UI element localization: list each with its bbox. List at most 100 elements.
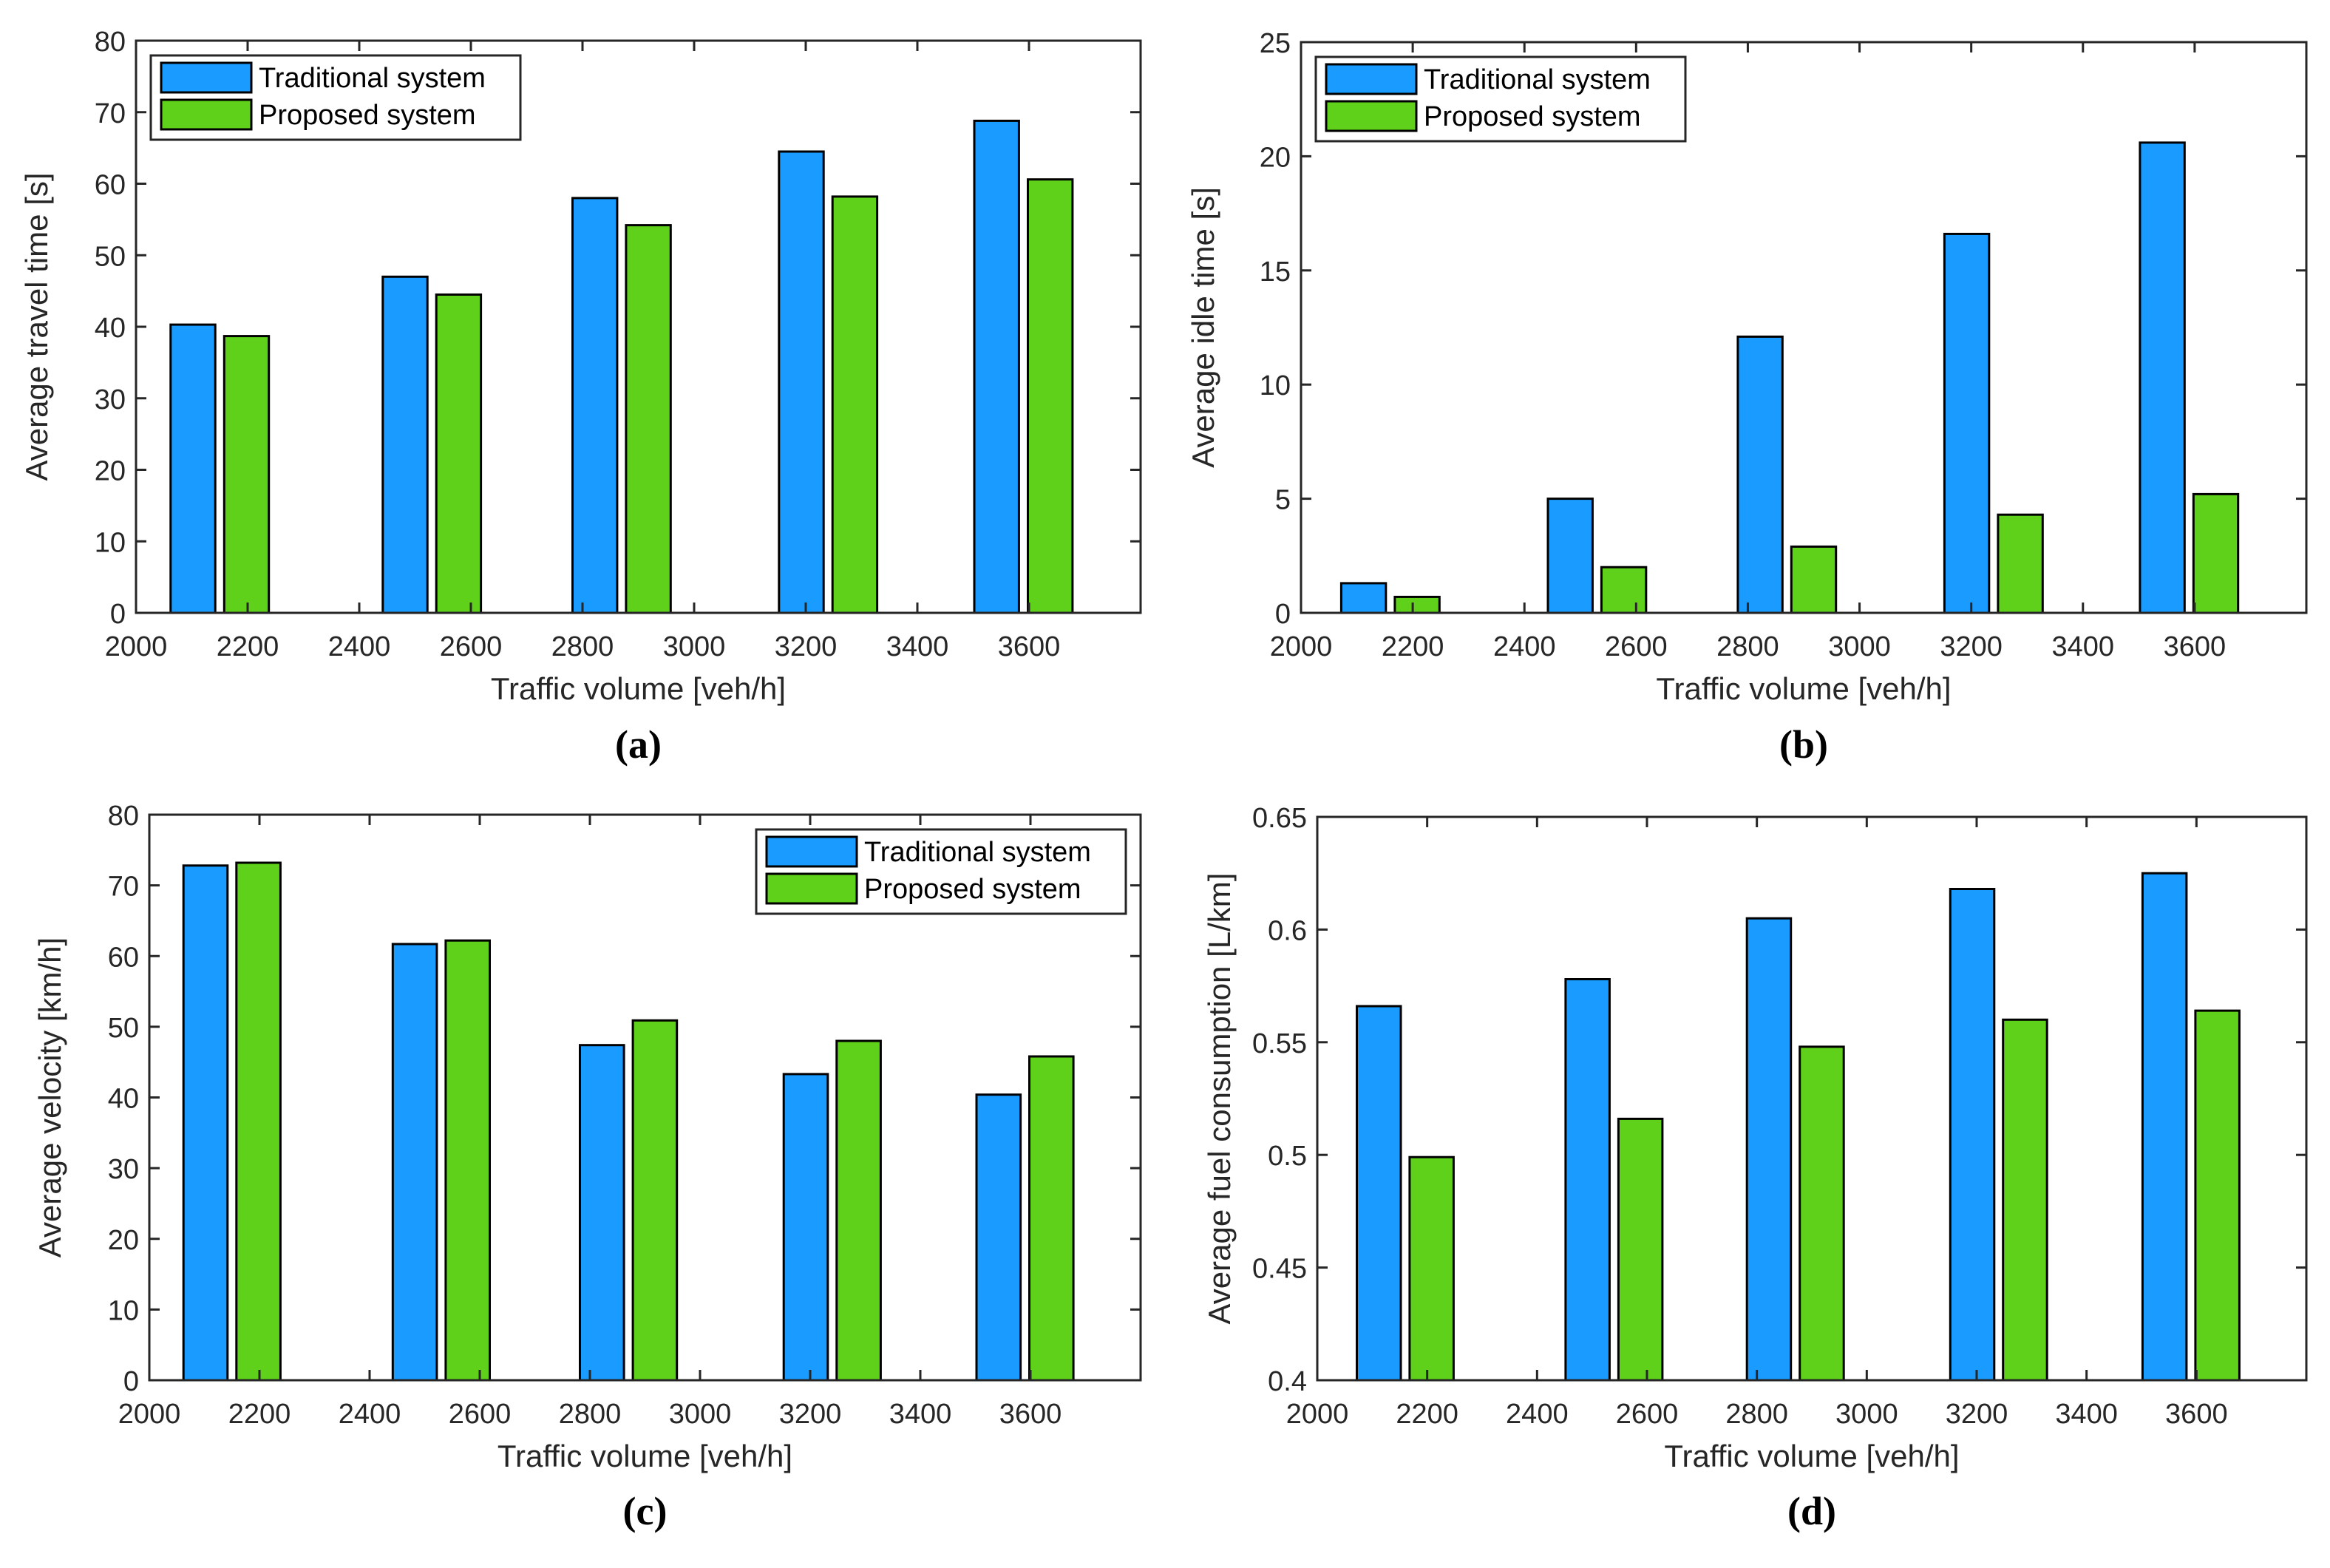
legend-label-a-0: Traditional system xyxy=(259,63,486,94)
xtick-label-c-5: 3000 xyxy=(669,1399,732,1430)
bar-c-traditional-1 xyxy=(391,943,438,1382)
bar-b-traditional-4 xyxy=(2139,141,2186,614)
bar-c-proposed-3 xyxy=(835,1039,882,1382)
legend-label-c-0: Traditional system xyxy=(864,837,1091,868)
legend-a: Traditional system Proposed system xyxy=(149,54,522,141)
xtick-label-d-3: 2600 xyxy=(1616,1399,1679,1430)
legend-c: Traditional system Proposed system xyxy=(755,828,1127,915)
bar-a-traditional-3 xyxy=(778,150,825,614)
bar-c-proposed-0 xyxy=(235,861,282,1382)
x-axis-label-d: Traffic volume [veh/h] xyxy=(1664,1439,1959,1473)
xtick-label-d-2: 2400 xyxy=(1506,1399,1569,1430)
xtick-label-a-4: 2800 xyxy=(551,631,614,662)
y-axis-label-b: Average idle time [s] xyxy=(1186,187,1220,468)
ytick-label-c-7: 70 xyxy=(108,872,139,903)
chart-b: 0 5 10 15 20 25 2000 2200 2400 2600 2800 3000 3200 34… xyxy=(1186,28,2308,767)
ytick-label-c-0: 0 xyxy=(123,1366,139,1397)
ytick-label-c-3: 30 xyxy=(108,1154,139,1185)
xtick-label-c-3: 2600 xyxy=(449,1399,512,1430)
bar-d-traditional-1 xyxy=(1564,978,1611,1382)
x-axis-label-b: Traffic volume [veh/h] xyxy=(1656,671,1951,706)
bar-b-traditional-1 xyxy=(1546,498,1594,614)
bar-a-proposed-1 xyxy=(435,293,483,614)
ytick-label-d-2: 0.5 xyxy=(1268,1141,1307,1172)
bar-c-proposed-4 xyxy=(1028,1055,1075,1382)
xtick-label-d-7: 3400 xyxy=(2055,1399,2118,1430)
bar-a-traditional-0 xyxy=(169,323,217,614)
bar-c-proposed-1 xyxy=(444,939,492,1382)
ytick-label-b-3: 15 xyxy=(1260,257,1291,288)
xtick-label-a-3: 2600 xyxy=(440,631,503,662)
bar-a-proposed-0 xyxy=(223,335,271,614)
bar-b-proposed-1 xyxy=(1600,566,1648,614)
legend-swatch-c-1 xyxy=(765,872,858,905)
bar-a-proposed-4 xyxy=(1027,178,1074,614)
bar-c-traditional-2 xyxy=(579,1044,625,1382)
bar-b-proposed-2 xyxy=(1790,545,1838,614)
legend-b: Traditional system Proposed system xyxy=(1314,55,1687,143)
xtick-label-a-5: 3000 xyxy=(663,631,726,662)
ytick-label-d-0: 0.4 xyxy=(1268,1366,1307,1397)
legend-swatch-a-0 xyxy=(160,61,253,94)
bar-d-proposed-1 xyxy=(1617,1117,1664,1382)
bar-c-proposed-2 xyxy=(631,1019,679,1382)
bar-a-proposed-2 xyxy=(625,224,672,614)
bar-a-traditional-4 xyxy=(973,119,1020,614)
ytick-label-b-5: 25 xyxy=(1260,28,1291,59)
bar-a-traditional-1 xyxy=(381,275,429,614)
y-axis-label-c: Average velocity [km/h] xyxy=(33,937,67,1258)
legend-swatch-c-0 xyxy=(765,835,858,868)
xtick-label-b-7: 3400 xyxy=(2052,631,2115,662)
caption-a: (a) xyxy=(615,722,662,767)
xtick-label-d-0: 2000 xyxy=(1286,1399,1349,1430)
legend-label-b-0: Traditional system xyxy=(1424,64,1651,95)
xtick-label-a-8: 3600 xyxy=(998,631,1061,662)
ytick-label-a-6: 60 xyxy=(95,170,126,201)
xtick-label-a-2: 2400 xyxy=(328,631,391,662)
ytick-label-a-5: 50 xyxy=(95,241,126,272)
bar-c-traditional-0 xyxy=(182,864,229,1382)
ytick-label-c-5: 50 xyxy=(108,1013,139,1044)
bar-b-traditional-3 xyxy=(1943,232,1991,614)
ytick-label-c-8: 80 xyxy=(108,801,139,832)
plot-frame-b xyxy=(1300,41,2308,614)
xtick-label-b-4: 2800 xyxy=(1716,631,1779,662)
caption-c: (c) xyxy=(623,1489,668,1533)
bar-b-proposed-0 xyxy=(1393,595,1441,614)
y-axis-label-a: Average travel time [s] xyxy=(19,172,54,481)
chart-d: 0.4 0.45 0.5 0.55 0.6 0.65 2000 2200 2400 2600 280… xyxy=(1202,803,2308,1533)
bar-d-proposed-3 xyxy=(2002,1018,2048,1382)
ytick-label-d-4: 0.6 xyxy=(1268,915,1307,946)
ytick-label-a-1: 10 xyxy=(95,527,126,558)
ytick-label-a-7: 70 xyxy=(95,98,126,129)
ytick-label-a-8: 80 xyxy=(95,27,126,58)
xtick-label-d-4: 2800 xyxy=(1725,1399,1788,1430)
bar-d-traditional-3 xyxy=(1949,888,1996,1382)
xtick-label-d-1: 2200 xyxy=(1396,1399,1458,1430)
xtick-label-c-0: 2000 xyxy=(118,1399,181,1430)
xtick-label-a-6: 3200 xyxy=(775,631,838,662)
x-axis-label-c: Traffic volume [veh/h] xyxy=(497,1439,792,1473)
xtick-label-d-5: 3000 xyxy=(1835,1399,1898,1430)
bar-b-traditional-0 xyxy=(1339,582,1388,614)
bar-b-proposed-3 xyxy=(1997,513,2044,614)
caption-d: (d) xyxy=(1787,1489,1836,1533)
xtick-label-c-1: 2200 xyxy=(228,1399,291,1430)
xtick-label-c-6: 3200 xyxy=(779,1399,842,1430)
ytick-label-a-0: 0 xyxy=(110,599,126,630)
bar-d-traditional-4 xyxy=(2141,872,2188,1382)
legend-swatch-a-1 xyxy=(160,98,253,131)
xtick-label-b-2: 2400 xyxy=(1493,631,1556,662)
xtick-label-c-4: 2800 xyxy=(559,1399,622,1430)
ytick-label-a-2: 20 xyxy=(95,456,126,487)
bar-a-proposed-3 xyxy=(831,195,879,614)
xtick-label-c-8: 3600 xyxy=(999,1399,1062,1430)
bar-c-traditional-3 xyxy=(782,1073,829,1382)
xtick-label-a-7: 3400 xyxy=(886,631,949,662)
xtick-label-b-8: 3600 xyxy=(2164,631,2227,662)
bar-d-proposed-0 xyxy=(1408,1155,1455,1382)
ytick-label-d-1: 0.45 xyxy=(1252,1254,1307,1285)
bar-d-traditional-0 xyxy=(1356,1005,1402,1382)
xtick-label-b-6: 3200 xyxy=(1940,631,2003,662)
legend-label-c-1: Proposed system xyxy=(864,874,1081,905)
